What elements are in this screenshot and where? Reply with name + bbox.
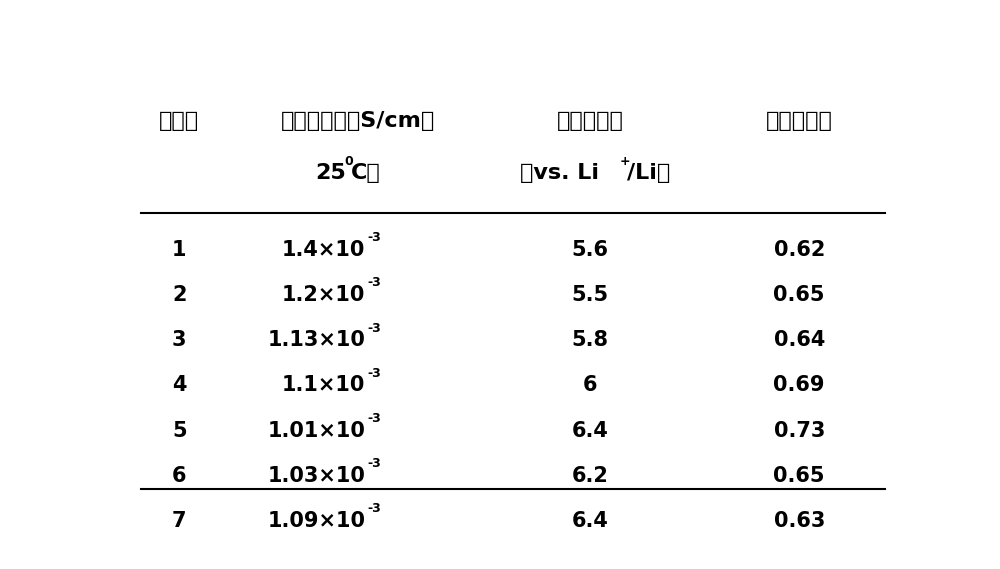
Text: 实施例: 实施例 (159, 111, 199, 131)
Text: 0.62: 0.62 (774, 240, 825, 260)
Text: -3: -3 (368, 277, 381, 290)
Text: 3: 3 (172, 331, 186, 351)
Text: -3: -3 (368, 232, 381, 244)
Text: 离子电导率（S/cm，: 离子电导率（S/cm， (280, 111, 435, 131)
Text: C）: C） (351, 163, 381, 183)
Text: 0.63: 0.63 (774, 511, 825, 531)
Text: -3: -3 (368, 502, 381, 515)
Text: 5: 5 (172, 420, 187, 440)
Text: 6: 6 (172, 466, 186, 486)
Text: 6.4: 6.4 (572, 511, 608, 531)
Text: 1.2×10: 1.2×10 (282, 285, 365, 305)
Text: -3: -3 (368, 412, 381, 425)
Text: 1.1×10: 1.1×10 (282, 376, 365, 395)
Text: 0.69: 0.69 (774, 376, 825, 395)
Text: 6.4: 6.4 (572, 420, 608, 440)
Text: 0.64: 0.64 (774, 331, 825, 351)
Text: 0.65: 0.65 (774, 285, 825, 305)
Text: 6: 6 (583, 376, 597, 395)
Text: 1.13×10: 1.13×10 (267, 331, 365, 351)
Text: 6.2: 6.2 (572, 466, 608, 486)
Text: 25: 25 (315, 163, 346, 183)
Text: 2: 2 (172, 285, 186, 305)
Text: 离子迁移数: 离子迁移数 (766, 111, 833, 131)
Text: 0.65: 0.65 (774, 466, 825, 486)
Text: /Li）: /Li） (627, 163, 670, 183)
Text: 0.73: 0.73 (774, 420, 825, 440)
Text: 0: 0 (344, 155, 353, 168)
Text: 4: 4 (172, 376, 186, 395)
Text: +: + (619, 155, 630, 168)
Text: 1.4×10: 1.4×10 (282, 240, 365, 260)
Text: -3: -3 (368, 457, 381, 470)
Text: 电化学窗口: 电化学窗口 (557, 111, 623, 131)
Text: -3: -3 (368, 366, 381, 380)
Text: 5.8: 5.8 (572, 331, 608, 351)
Text: 1: 1 (172, 240, 186, 260)
Text: 7: 7 (172, 511, 186, 531)
Text: 1.01×10: 1.01×10 (267, 420, 365, 440)
Text: 1.09×10: 1.09×10 (267, 511, 365, 531)
Text: 5.6: 5.6 (572, 240, 608, 260)
Text: 5.5: 5.5 (571, 285, 609, 305)
Text: 1.03×10: 1.03×10 (267, 466, 365, 486)
Text: （vs. Li: （vs. Li (520, 163, 599, 183)
Text: -3: -3 (368, 321, 381, 335)
